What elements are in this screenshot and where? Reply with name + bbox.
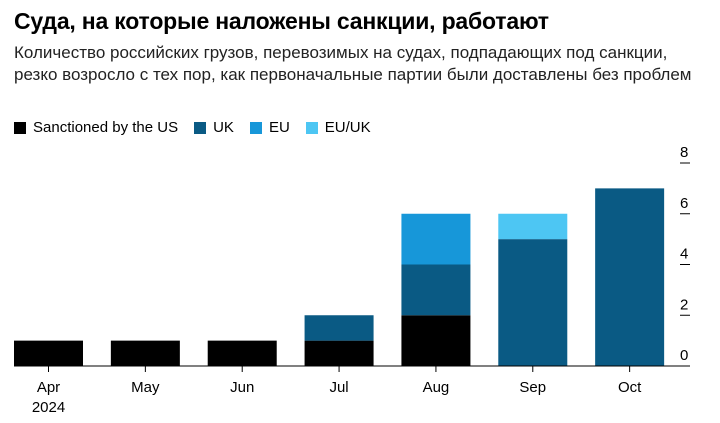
legend-item-uk: UK xyxy=(194,119,234,136)
x-tick-label-jun: Jun xyxy=(230,379,254,396)
y-tick-label: 4 xyxy=(680,246,688,263)
x-tick-label-oct: Oct xyxy=(618,379,642,396)
legend-item-eu: EU xyxy=(249,119,290,136)
x-tick-label-sep: Sep xyxy=(519,379,546,396)
x-axis: Apr 2024 May Jun Jul Aug Sep Oct xyxy=(32,366,642,416)
bar-jul-series-1 xyxy=(304,315,374,341)
bar-oct-series-1 xyxy=(595,188,665,366)
x-tick-label-may: May xyxy=(131,379,160,396)
y-tick-label: 6 xyxy=(680,195,688,212)
y-tick-label: 2 xyxy=(680,296,688,313)
y-tick-label: 0 xyxy=(680,347,688,364)
legend-item-eu-uk: EU/UK xyxy=(305,119,371,136)
x-tick-label-aug: Aug xyxy=(423,379,450,396)
bar-apr-series-0 xyxy=(14,340,83,366)
y-tick-label: 8 xyxy=(680,144,688,161)
legend-swatch-sanctioned-us xyxy=(14,121,26,134)
x-tick-sublabel-apr: 2024 xyxy=(32,399,65,416)
bar-jul-series-0 xyxy=(304,340,374,366)
legend-label-sanctioned-us: Sanctioned by the US xyxy=(33,119,179,136)
chart-subtitle: Количество российских грузов, перевозимы… xyxy=(14,43,692,84)
bar-sep-series-1 xyxy=(498,239,568,366)
bar-jun-series-0 xyxy=(207,340,277,366)
y-axis: 0 2 4 6 8 xyxy=(680,144,690,367)
legend-label-uk: UK xyxy=(213,119,234,136)
bar-aug-series-0 xyxy=(401,315,471,366)
legend-swatch-eu xyxy=(249,121,262,134)
bar-may-series-0 xyxy=(110,340,180,366)
chart-title: Суда, на которые наложены санкции, работ… xyxy=(14,8,549,34)
bars-group xyxy=(14,188,665,366)
legend-swatch-uk xyxy=(194,121,207,134)
bar-aug-series-2 xyxy=(401,213,471,265)
legend-item-sanctioned-us: Sanctioned by the US xyxy=(14,119,178,136)
legend-label-eu-uk: EU/UK xyxy=(324,119,371,136)
bar-sep-series-3 xyxy=(498,213,568,240)
x-tick-label-jul: Jul xyxy=(329,379,348,396)
legend-label-eu: EU xyxy=(268,119,290,136)
x-tick-label-apr: Apr xyxy=(37,379,60,396)
bar-aug-series-1 xyxy=(401,264,471,316)
legend-swatch-eu-uk xyxy=(305,121,318,134)
legend: Sanctioned by the US UK EU EU/UK xyxy=(14,119,387,136)
